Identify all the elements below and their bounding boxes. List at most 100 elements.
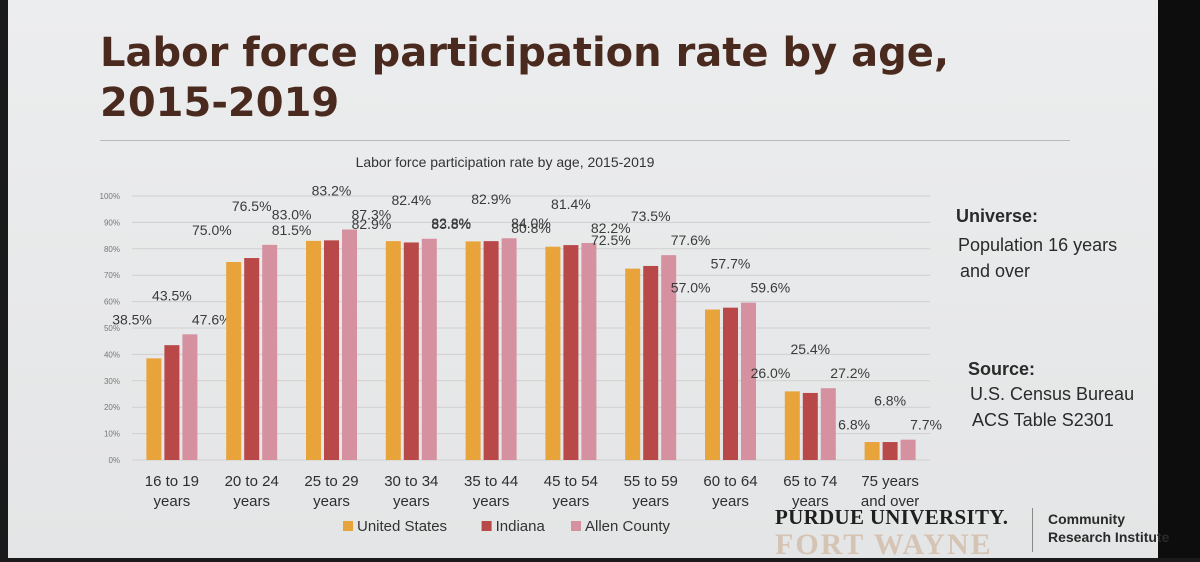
y-tick-label: 100% — [100, 192, 120, 201]
legend-label: Indiana — [496, 518, 546, 535]
institute-name: Community Research Institute — [1048, 510, 1169, 546]
bar-united-states — [146, 358, 162, 460]
data-label: 83.0% — [272, 207, 312, 223]
chart-title: Labor force participation rate by age, 2… — [356, 154, 655, 170]
bar-allen-county — [661, 255, 677, 460]
bar-united-states — [705, 309, 720, 460]
bar-indiana — [164, 345, 180, 460]
data-label: 82.8% — [431, 215, 471, 231]
x-tick-label: 20 to 24 — [225, 473, 279, 490]
bar-united-states — [226, 262, 242, 460]
screen-edge — [1158, 0, 1200, 558]
source-line-1: U.S. Census Bureau — [970, 384, 1135, 404]
data-label: 81.5% — [272, 222, 312, 238]
bar-united-states — [306, 240, 321, 460]
data-label: 38.5% — [112, 311, 152, 327]
bar-allen-county — [421, 238, 437, 460]
bar-allen-county — [182, 334, 198, 460]
slide-title-line1: Labor force participation rate by age, — [100, 30, 950, 76]
x-tick-label: years — [473, 493, 510, 510]
x-tick-label: years — [792, 493, 829, 510]
bar-indiana — [723, 307, 738, 460]
x-tick-label: 30 to 34 — [384, 473, 438, 490]
bar-allen-county — [820, 388, 836, 460]
data-label: 83.8% — [431, 216, 471, 232]
x-tick-label: 25 to 29 — [304, 473, 358, 490]
data-label: 82.9% — [352, 216, 392, 232]
x-tick-label: years — [393, 493, 430, 510]
data-label: 73.5% — [631, 208, 671, 224]
x-tick-label: 45 to 54 — [544, 473, 598, 490]
legend-label: Allen County — [585, 518, 671, 535]
x-tick-label: 55 to 59 — [624, 473, 678, 490]
data-label: 57.7% — [711, 256, 751, 272]
y-tick-label: 90% — [104, 218, 120, 227]
x-tick-label: years — [553, 493, 590, 510]
universe-line-1: Population 16 years — [958, 235, 1118, 255]
data-label: 26.0% — [751, 365, 791, 381]
source-label: Source: — [968, 359, 1036, 379]
y-tick-label: 20% — [104, 403, 120, 412]
bar-indiana — [403, 242, 419, 460]
y-tick-label: 60% — [104, 298, 120, 307]
legend-swatch — [481, 521, 492, 531]
slide-title-line2: 2015-2019 — [100, 80, 340, 126]
data-label: 7.7% — [910, 417, 942, 433]
data-label: 59.6% — [751, 280, 791, 296]
x-tick-label: 75 years — [861, 473, 919, 490]
data-label: 25.4% — [790, 341, 830, 357]
x-tick-label: years — [632, 493, 669, 510]
legend-swatch — [571, 521, 581, 531]
data-label: 72.5% — [591, 232, 631, 248]
bar-allen-county — [342, 229, 357, 460]
bar-indiana — [244, 258, 260, 460]
bar-indiana — [563, 245, 579, 460]
bar-united-states — [385, 241, 401, 460]
data-label: 80.8% — [511, 220, 551, 236]
data-label: 82.2% — [591, 220, 631, 236]
x-tick-label: and over — [861, 493, 919, 510]
institute-line-1: Community — [1048, 511, 1125, 527]
bar-allen-county — [262, 244, 278, 460]
data-label: 57.0% — [671, 280, 711, 296]
data-label: 87.3% — [352, 207, 392, 223]
bar-united-states — [784, 391, 800, 460]
bar-indiana — [643, 265, 659, 460]
x-tick-label: years — [233, 493, 270, 510]
bar-allen-county — [501, 238, 517, 460]
source-line-2: ACS Table S2301 — [972, 410, 1114, 430]
y-tick-label: 30% — [104, 377, 120, 386]
data-label: 43.5% — [152, 287, 192, 303]
fort-wayne-logo-text: FORT WAYNE — [775, 528, 993, 561]
universe-line-2: and over — [960, 261, 1031, 281]
footer-divider — [1032, 508, 1033, 552]
y-tick-label: 50% — [104, 324, 120, 333]
y-tick-label: 80% — [104, 245, 120, 254]
title-divider — [100, 140, 1070, 141]
x-tick-label: 60 to 64 — [703, 473, 757, 490]
y-tick-label: 70% — [104, 271, 120, 280]
data-label: 81.4% — [551, 196, 591, 212]
institute-line-2: Research Institute — [1048, 529, 1170, 545]
data-label: 77.6% — [671, 232, 711, 248]
x-tick-label: 35 to 44 — [464, 473, 518, 490]
data-label: 6.8% — [874, 393, 906, 409]
bar-indiana — [483, 241, 499, 460]
data-label: 27.2% — [830, 365, 870, 381]
x-tick-label: years — [313, 493, 350, 510]
bar-allen-county — [900, 439, 916, 460]
bar-indiana — [324, 240, 339, 460]
x-tick-label: years — [712, 493, 749, 510]
y-tick-label: 0% — [108, 456, 120, 465]
legend-label: United States — [357, 518, 447, 535]
data-label: 82.9% — [471, 191, 511, 207]
bar-united-states — [625, 268, 641, 460]
universe-label: Universe: — [956, 206, 1039, 226]
y-tick-label: 40% — [104, 350, 120, 359]
x-tick-label: 16 to 19 — [145, 473, 199, 490]
purdue-logo-text: PURDUE UNIVERSITY. — [775, 505, 1009, 529]
bar-allen-county — [581, 242, 597, 460]
data-label: 82.4% — [391, 192, 431, 208]
bar-united-states — [864, 442, 880, 460]
